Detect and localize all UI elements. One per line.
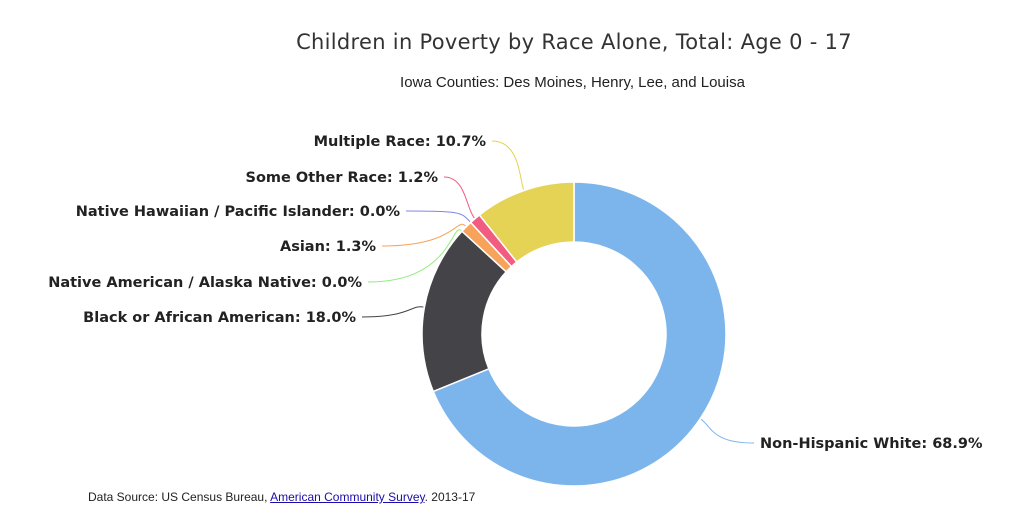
label-name: Asian [280,239,325,255]
source-suffix: . 2013-17 [424,490,476,504]
label-native-american-alaska-native: Native American / Alaska Native: 0.0% [48,275,362,291]
connector-multiple-race [491,140,525,190]
slice-non-hispanic-white[interactable] [432,181,727,487]
chart-subtitle: Iowa Counties: Des Moines, Henry, Lee, a… [400,74,745,91]
connector-native-hawaiian-pacific-islander [405,210,471,223]
connector-native-american-alaska-native [367,229,462,283]
label-connectors [361,140,755,444]
label-value: 0.0% [322,275,363,291]
connector-some-other-race [443,176,475,219]
label-value: 0.0% [360,204,401,220]
label-name: Native Hawaiian / Pacific Islander [76,204,350,220]
source-prefix: Data Source: US Census Bureau, [88,490,271,504]
label-value: 18.0% [306,310,357,326]
source-link[interactable]: American Community Survey [270,490,425,504]
connector-asian [381,223,466,247]
connector-non-hispanic-white [700,418,755,444]
label-value: 1.2% [398,170,439,186]
label-name: Multiple Race [314,134,425,150]
label-black-or-african-american: Black or African American: 18.0% [83,310,356,326]
connector-black-or-african-american [361,306,424,318]
data-labels: Non-Hispanic White: 68.9% Black or Africa… [48,134,983,452]
label-value: 10.7% [436,134,487,150]
label-name: Native American / Alaska Native [48,275,311,291]
label-multiple-race: Multiple Race: 10.7% [314,134,487,150]
label-value: 68.9% [932,436,983,452]
data-source: Data Source: US Census Bureau, American … [88,490,475,504]
label-name: Non-Hispanic White [760,436,921,452]
label-non-hispanic-white: Non-Hispanic White: 68.9% [760,436,983,452]
label-some-other-race: Some Other Race: 1.2% [246,170,439,186]
label-value: 1.3% [336,239,377,255]
label-native-hawaiian-pacific-islander: Native Hawaiian / Pacific Islander: 0.0% [76,204,401,220]
label-asian: Asian: 1.3% [280,239,376,255]
label-name: Black or African American [83,310,295,326]
donut-slices [421,181,727,487]
label-name: Some Other Race [246,170,388,186]
slice-multiple-race[interactable] [478,181,575,264]
chart-title: Children in Poverty by Race Alone, Total… [296,30,852,54]
